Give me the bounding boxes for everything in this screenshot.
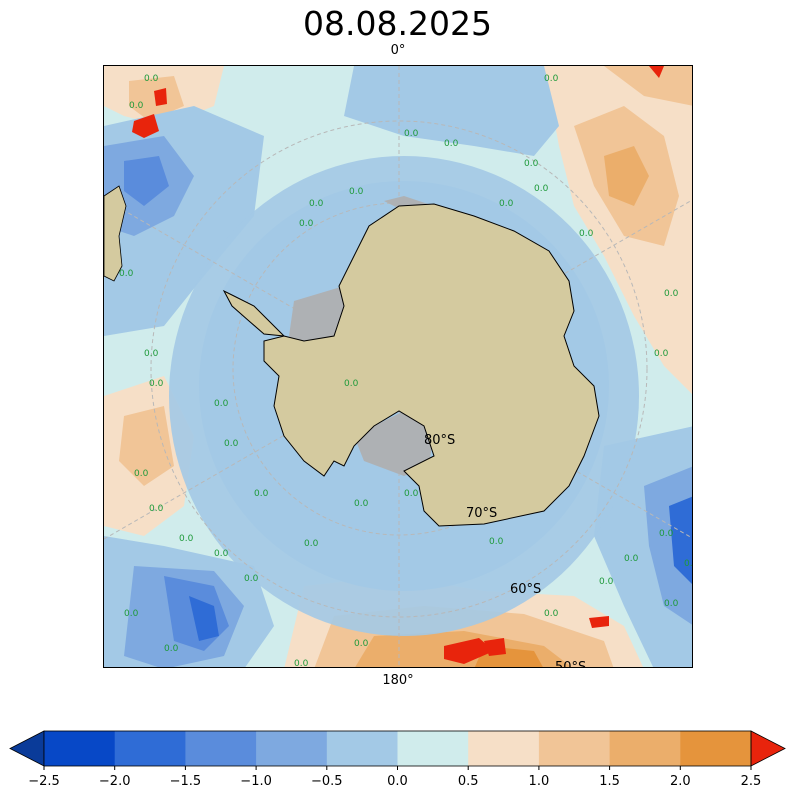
colorbar-segment <box>397 731 469 766</box>
longitude-label-180: 180° <box>382 673 414 688</box>
colorbar-ticks: −2.5 −2.0 −1.5 −1.0 −0.5 0.0 0.5 1.0 1.5 2.0 2.5 <box>28 766 761 789</box>
zero-contour-label: 0.0 <box>404 489 419 499</box>
colorbar-tick-label: −1.5 <box>170 774 202 789</box>
longitude-label-0: 0° <box>390 43 406 58</box>
zero-contour-label: 0.0 <box>664 289 679 299</box>
zero-contour-label: 0.0 <box>664 599 679 609</box>
zero-contour-label: 0.0 <box>534 184 549 194</box>
colorbar-tick-label: −0.5 <box>311 774 343 789</box>
zero-contour-label: 0.0 <box>444 139 459 149</box>
zero-contour-label: 0.0 <box>244 574 259 584</box>
zero-contour-label: 0.0 <box>299 219 314 229</box>
zero-contour-label: 0.0 <box>349 187 364 197</box>
zero-contour-label: 0.0 <box>149 504 164 514</box>
colorbar-tick-label: 0.5 <box>458 774 479 789</box>
zero-contour-label: 0.0 <box>144 74 159 84</box>
colorbar-segment <box>609 731 681 766</box>
colorbar-segment <box>538 731 611 766</box>
colorbar-tick-label: −2.5 <box>28 774 60 789</box>
latitude-label-70s: 70°S <box>466 506 497 521</box>
zero-contour-label: 0.0 <box>309 199 324 209</box>
zero-contour-label: 0.0 <box>294 659 309 668</box>
zero-contour-label: 0.0 <box>579 229 594 239</box>
latitude-label-50s: 50°S <box>555 660 586 668</box>
map-panel: 0.0 0.0 0.0 0.0 0.0 0.0 0.0 0.0 0.0 0.0 0.0 0.0 0.0 0… <box>103 65 693 668</box>
colorbar-segments <box>9 730 786 767</box>
colorbar-segment <box>468 731 540 766</box>
colorbar-tick-label: 1.0 <box>529 774 550 789</box>
colorbar-segment <box>680 731 752 766</box>
zero-contour-label: 0.0 <box>354 639 369 649</box>
zero-contour-label: 0.0 <box>144 349 159 359</box>
zero-contour-label: 0.0 <box>119 269 134 279</box>
zero-contour-labels: 0.0 0.0 0.0 0.0 0.0 0.0 0.0 0.0 0.0 0.0 0.0 0.0 0.0 0… <box>119 74 693 668</box>
zero-contour-label: 0.0 <box>404 129 419 139</box>
zero-contour-label: 0.0 <box>544 609 559 619</box>
colorbar-tick-label: 1.5 <box>599 774 620 789</box>
latitude-label-80s: 80°S <box>424 433 455 448</box>
zero-contour-label: 0.0 <box>624 554 639 564</box>
zero-contour-label: 0.0 <box>524 159 539 169</box>
colorbar-extend-high <box>750 730 786 767</box>
latitude-label-60s: 60°S <box>510 582 541 597</box>
zero-contour-label: 0.0 <box>544 74 559 84</box>
south-america-coast <box>104 185 127 282</box>
zero-contour-label: 0.0 <box>214 399 229 409</box>
zero-contour-label: 0.0 <box>684 559 693 569</box>
colorbar-extend-low <box>9 730 45 767</box>
antarctic-peninsula <box>222 289 286 337</box>
colorbar-segment <box>256 731 328 766</box>
zero-contour-label: 0.0 <box>224 439 239 449</box>
colorbar-segment <box>185 731 257 766</box>
colorbar-tick-label: 2.0 <box>670 774 691 789</box>
colorbar-tick-label: −1.0 <box>240 774 272 789</box>
zero-contour-label: 0.0 <box>254 489 269 499</box>
zero-contour-label: 0.0 <box>304 539 319 549</box>
polar-map: 0.0 0.0 0.0 0.0 0.0 0.0 0.0 0.0 0.0 0.0 0.0 0.0 0.0 0… <box>104 66 693 668</box>
zero-contour-label: 0.0 <box>599 577 614 587</box>
zero-contour-label: 0.0 <box>654 349 669 359</box>
zero-contour-label: 0.0 <box>489 537 504 547</box>
zero-contour-label: 0.0 <box>134 469 149 479</box>
colorbar-tick-label: 0.0 <box>387 774 408 789</box>
extreme-warm-patches <box>132 66 664 664</box>
antarctica-landmass <box>263 203 600 527</box>
colorbar: −2.5 −2.0 −1.5 −1.0 −0.5 0.0 0.5 1.0 1.5 2.0 2.5 <box>9 730 786 789</box>
zero-contour-label: 0.0 <box>129 101 144 111</box>
colorbar-segment <box>44 731 116 766</box>
zero-contour-label: 0.0 <box>179 534 194 544</box>
cold-anomaly-layer <box>104 66 692 667</box>
colorbar-tick-label: 2.5 <box>741 774 762 789</box>
colorbar-segment <box>326 731 398 766</box>
zero-contour-label: 0.0 <box>164 644 179 654</box>
zero-contour-label: 0.0 <box>124 609 139 619</box>
map-title: 08.08.2025 <box>303 4 492 43</box>
zero-contour-label: 0.0 <box>354 499 369 509</box>
zero-contour-label: 0.0 <box>149 379 164 389</box>
zero-contour-label: 0.0 <box>659 529 674 539</box>
colorbar-tick-label: −2.0 <box>99 774 131 789</box>
zero-contour-label: 0.0 <box>344 379 359 389</box>
zero-contour-label: 0.0 <box>499 199 514 209</box>
zero-contour-label: 0.0 <box>214 549 229 559</box>
colorbar-segment <box>114 731 186 766</box>
